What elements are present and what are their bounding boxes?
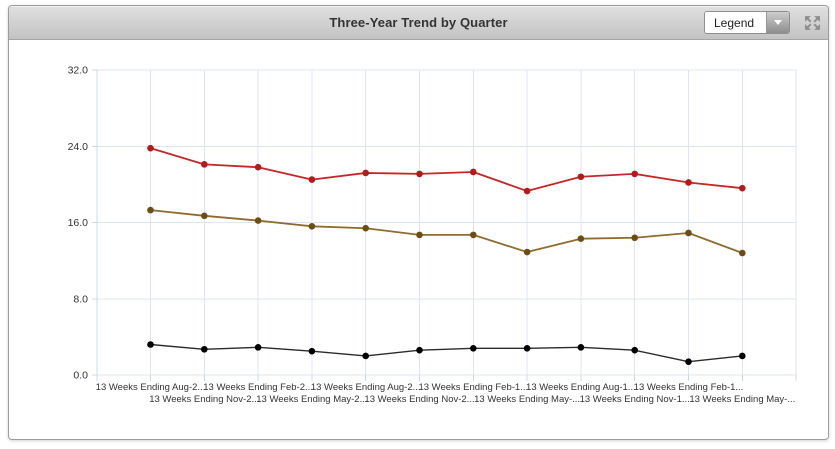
black-series-marker[interactable] — [631, 346, 638, 354]
expand-icon[interactable] — [804, 15, 821, 31]
black-series-marker[interactable] — [470, 345, 477, 352]
red-series-marker[interactable] — [739, 184, 746, 192]
red-series-marker[interactable] — [308, 176, 316, 183]
red-series-line — [150, 147, 743, 192]
chevron-down-icon — [774, 20, 782, 25]
red-series-marker[interactable] — [147, 144, 154, 152]
red-series-marker[interactable] — [685, 179, 692, 186]
red-series-marker[interactable] — [416, 170, 423, 178]
black-series-marker[interactable] — [147, 341, 154, 348]
brown-series-marker[interactable] — [685, 229, 692, 237]
black-series-marker[interactable] — [685, 358, 692, 365]
black-series-marker[interactable] — [308, 347, 316, 355]
black-series-marker[interactable] — [362, 352, 370, 360]
black-series-marker[interactable] — [577, 344, 585, 351]
y-axis-tick-label: 0.0 — [73, 370, 88, 382]
brown-series-marker[interactable] — [739, 249, 746, 257]
legend-dropdown-value: Legend — [705, 12, 766, 33]
x-axis-category-label: 13 Weeks Ending Nov-2... — [149, 394, 259, 405]
legend-dropdown[interactable]: Legend — [704, 11, 790, 34]
brown-series-line — [150, 209, 743, 254]
brown-series-marker[interactable] — [523, 248, 531, 256]
black-series-marker[interactable] — [416, 346, 423, 354]
chart-area: 0.0 8.0 16.0 24.0 32.0 13 Weeks Ending Aug-2.… — [9, 40, 828, 438]
y-axis-tick-label: 8.0 — [73, 293, 88, 305]
line-chart: 0.0 8.0 16.0 24.0 32.0 13 Weeks Ending Aug-2.… — [68, 65, 797, 405]
brown-series-marker[interactable] — [308, 223, 316, 230]
red-series-marker[interactable] — [470, 168, 477, 176]
x-axis-category-label: 13 Weeks Ending Aug-1... — [526, 382, 636, 393]
x-axis-category-label: 13 Weeks Ending May-... — [689, 394, 795, 405]
series-black-series — [147, 341, 746, 365]
legend-dropdown-arrow-button[interactable] — [766, 12, 789, 33]
brown-series-marker[interactable] — [201, 212, 208, 220]
x-axis-labels: 13 Weeks Ending Aug-2...13 Weeks Ending … — [96, 382, 796, 405]
black-series-marker[interactable] — [523, 345, 531, 352]
chart-title: Three-Year Trend by Quarter — [329, 15, 508, 30]
x-axis-category-label: 13 Weeks Ending May-2... — [256, 394, 367, 405]
header-controls: Legend — [704, 6, 821, 39]
brown-series-marker[interactable] — [362, 224, 370, 232]
black-series-marker[interactable] — [739, 352, 746, 360]
x-axis-category-label: 13 Weeks Ending Feb-2... — [203, 382, 313, 393]
y-axis-tick-label: 32.0 — [68, 65, 89, 77]
black-series-line — [150, 343, 743, 363]
black-series-marker[interactable] — [201, 345, 208, 353]
gridlines — [92, 69, 797, 381]
series-red-series — [147, 144, 746, 195]
brown-series-marker[interactable] — [631, 234, 638, 242]
widget-header: Three-Year Trend by Quarter Legend — [9, 6, 828, 40]
red-series-marker[interactable] — [254, 163, 262, 171]
black-series-marker[interactable] — [254, 344, 262, 351]
brown-series-marker[interactable] — [416, 231, 423, 239]
y-axis-tick-label: 24.0 — [68, 141, 89, 153]
brown-series-marker[interactable] — [147, 206, 154, 214]
red-series-marker[interactable] — [631, 170, 638, 178]
x-axis-category-label: 13 Weeks Ending Feb-1... — [418, 382, 528, 393]
x-axis-category-label: 13 Weeks Ending Nov-2... — [364, 394, 474, 405]
x-axis-category-label: 13 Weeks Ending May-... — [474, 394, 580, 405]
red-series-marker[interactable] — [577, 173, 585, 181]
red-series-marker[interactable] — [523, 187, 531, 195]
chart-widget-panel: Three-Year Trend by Quarter Legend — [8, 5, 829, 440]
x-axis-category-label: 13 Weeks Ending Nov-1... — [580, 394, 690, 405]
x-axis-category-label: 13 Weeks Ending Aug-2... — [96, 382, 206, 393]
brown-series-marker[interactable] — [470, 231, 477, 239]
x-axis-category-label: 13 Weeks Ending Aug-2... — [311, 382, 421, 393]
brown-series-marker[interactable] — [577, 235, 585, 243]
red-series-marker[interactable] — [362, 169, 370, 177]
x-axis-category-label: 13 Weeks Ending Feb-1... — [634, 382, 744, 393]
y-axis-tick-label: 16.0 — [68, 217, 89, 229]
brown-series-marker[interactable] — [254, 217, 262, 224]
red-series-marker[interactable] — [201, 161, 208, 168]
expand-arrows-glyph — [805, 15, 820, 30]
series-brown-series — [147, 206, 746, 257]
